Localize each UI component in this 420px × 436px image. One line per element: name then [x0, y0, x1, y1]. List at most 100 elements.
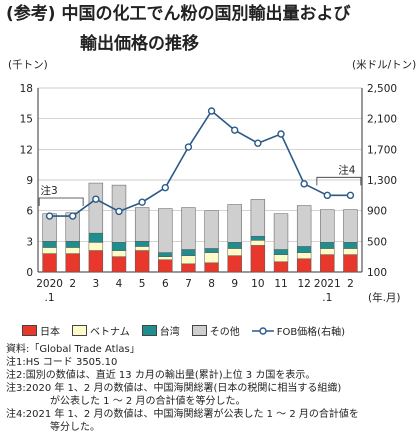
annotation-label-1: 注4: [338, 163, 355, 176]
legend-swatch-other: [191, 325, 207, 336]
note-source: 資料:「Global Trade Atlas」: [6, 344, 140, 355]
bar-other-9: [250, 199, 266, 237]
left-tick-label-6: 18: [20, 83, 33, 95]
bar-vietnam-10: [273, 254, 289, 263]
bar-taiwan-13: [343, 242, 358, 249]
left-tick-label-4: 12: [20, 144, 33, 156]
fob-point-4: [138, 198, 146, 206]
fob-point-2: [92, 195, 100, 203]
bar-japan-1: [65, 253, 80, 273]
bar-japan-6: [181, 263, 196, 273]
fob-point-7: [207, 107, 216, 115]
bar-taiwan-9: [250, 235, 266, 241]
bar-taiwan-7: [204, 248, 219, 253]
bar-japan-0: [42, 253, 57, 273]
legend-item-vietnam: ベトナム: [72, 323, 130, 338]
bar-other-5: [158, 208, 173, 253]
bar-taiwan-3: [111, 242, 127, 251]
right-tick-label-0: 100: [367, 267, 387, 279]
bar-taiwan-10: [273, 249, 289, 255]
bar-taiwan-4: [134, 241, 150, 247]
x-tick-label-1: 2: [69, 278, 76, 290]
fob-point-8: [231, 126, 239, 134]
bar-taiwan-6: [181, 249, 196, 256]
legend-swatch-vietnam: [72, 325, 87, 336]
title-line2: 輸出価格の推移: [80, 34, 199, 54]
bar-japan-8: [227, 255, 242, 273]
bar-taiwan-11: [296, 246, 312, 253]
bar-japan-7: [204, 262, 219, 273]
title-tag: (参考): [6, 4, 56, 24]
notes: 資料:「Global Trade Atlas」 注1:HS コード 3505.1…: [6, 343, 414, 434]
fob-point-6: [184, 143, 193, 151]
title-line1: 中国の化工でん粉の国別輸出量および: [61, 4, 351, 24]
bar-other-4: [134, 207, 150, 242]
x-tick-label-7: 8: [208, 278, 215, 290]
note-2: 注2:国別の数値は、直近 13 カ月の輸出量(累計)上位 3 カ国を表示。: [6, 370, 316, 381]
bar-vietnam-11: [296, 252, 312, 259]
bar-vietnam-4: [134, 246, 150, 251]
bar-vietnam-6: [181, 255, 196, 265]
x-tick-label-2: 3: [93, 278, 100, 290]
legend-label-japan: 日本: [40, 327, 60, 338]
x-tick-label-9: 10: [251, 278, 264, 290]
legend-swatch-fob: [251, 326, 274, 335]
bar-japan-3: [111, 256, 127, 273]
bar-taiwan-5: [158, 252, 173, 257]
fob-price-line: [49, 109, 351, 217]
right-tick-label-5: 2,100: [367, 114, 397, 126]
bar-japan-12: [320, 254, 335, 273]
fob-point-12: [323, 191, 331, 200]
legend-item-fob: FOB価格(右軸): [251, 323, 345, 338]
bar-other-7: [204, 210, 219, 249]
legend-item-japan: 日本: [22, 323, 60, 338]
bar-other-6: [181, 207, 196, 250]
bar-vietnam-13: [343, 248, 358, 255]
left-tick-label-3: 9: [26, 175, 33, 187]
bar-other-11: [296, 205, 312, 247]
legend-label-vietnam: ベトナム: [90, 327, 130, 338]
note-1: 注1:HS コード 3505.10: [6, 357, 118, 368]
right-axis-unit: (米ドル/トン): [352, 58, 416, 71]
right-tick-label-4: 1,700: [367, 144, 397, 156]
bar-japan-11: [296, 258, 312, 273]
fob-point-1: [69, 212, 77, 220]
annotation-bracket-0: [38, 197, 84, 207]
legend-label-taiwan: 台湾: [159, 327, 180, 338]
legend-label-other: その他: [209, 327, 240, 338]
left-tick-label-5: 15: [20, 114, 33, 126]
legend-label-fob: FOB価格(右軸): [276, 327, 345, 338]
bar-vietnam-5: [158, 256, 173, 260]
note-3-cont: が公表した 1 ～ 2 月の合計値を等分した。: [50, 396, 246, 407]
bar-japan-13: [343, 254, 358, 273]
legend-item-taiwan: 台湾: [141, 323, 180, 338]
right-tick-label-1: 500: [367, 236, 387, 248]
left-tick-label-0: 0: [26, 267, 33, 279]
note-4-cont: 等分した。: [50, 422, 100, 433]
x-tick-label-5: 6: [162, 278, 169, 290]
bar-japan-5: [158, 259, 173, 273]
right-tick-label-6: 2,500: [367, 83, 397, 95]
right-tick-label-3: 1,300: [367, 175, 397, 187]
bar-japan-10: [273, 261, 289, 273]
x-tick-sublabel-12: .1: [322, 292, 332, 304]
fob-point-9: [254, 139, 262, 147]
bar-vietnam-0: [42, 247, 57, 254]
note-3: 注3:2020 年 1、2 月の数値は、中国海関総署(日本の税関に相当する組織): [6, 383, 342, 394]
fob-point-0: [45, 212, 54, 220]
x-tick-label-12: 2021: [314, 278, 341, 290]
x-tick-label-6: 7: [185, 278, 192, 290]
x-tick-sublabel-0: .1: [45, 292, 55, 304]
x-axis-unit: (年.月): [368, 291, 401, 304]
annotation-label-0: 注3: [41, 184, 58, 197]
chart-title: (参考) 中国の化工でん粉の国別輸出量および: [6, 4, 416, 25]
bar-taiwan-0: [42, 241, 57, 248]
legend-item-other: その他: [191, 323, 240, 338]
fob-point-10: [277, 130, 285, 138]
bar-taiwan-2: [88, 232, 104, 243]
x-tick-label-4: 5: [139, 278, 146, 290]
fob-point-11: [300, 180, 308, 188]
bar-vietnam-1: [65, 247, 80, 254]
fob-point-13: [346, 191, 355, 200]
annotation-bracket-1: [316, 176, 362, 186]
